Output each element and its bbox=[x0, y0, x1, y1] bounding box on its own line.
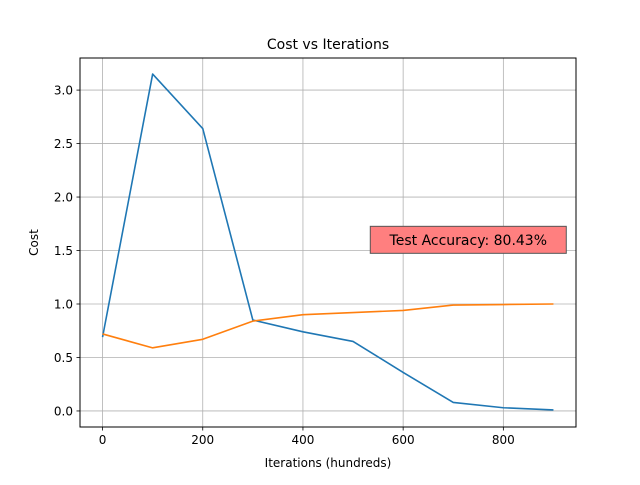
annotation-layer: Test Accuracy: 80.43% bbox=[369, 225, 567, 254]
plot-frame bbox=[79, 57, 577, 428]
series-line-2 bbox=[102, 303, 554, 349]
y-tick-label: 3.0 bbox=[54, 84, 73, 98]
annotation-box bbox=[369, 225, 567, 254]
y-axis-ticks: 0.0 0.5 1.0 1.5 2.0 2.5 3.0 bbox=[54, 84, 80, 418]
series-layer bbox=[101, 73, 554, 411]
annotation-text: Test Accuracy: 80.43% bbox=[389, 233, 547, 249]
y-axis-label: Cost bbox=[27, 229, 41, 256]
y-tick-label: 2.0 bbox=[54, 191, 73, 205]
y-tick-label: 2.5 bbox=[54, 137, 73, 151]
y-tick-label: 0.0 bbox=[54, 404, 73, 418]
x-tick-label: 800 bbox=[492, 433, 515, 447]
x-tick-label: 600 bbox=[392, 433, 415, 447]
y-tick-label: 0.5 bbox=[54, 351, 73, 365]
x-axis-ticks: 0 200 400 600 800 bbox=[99, 427, 515, 447]
grid bbox=[80, 58, 576, 427]
x-tick-label: 0 bbox=[99, 433, 107, 447]
x-tick-label: 200 bbox=[191, 433, 214, 447]
x-tick-label: 400 bbox=[291, 433, 314, 447]
chart-title: Cost vs Iterations bbox=[267, 37, 389, 53]
series-line-1 bbox=[101, 73, 554, 411]
x-axis-label: Iterations (hundreds) bbox=[265, 456, 392, 470]
y-tick-label: 1.5 bbox=[54, 244, 73, 258]
y-tick-label: 1.0 bbox=[54, 298, 73, 312]
